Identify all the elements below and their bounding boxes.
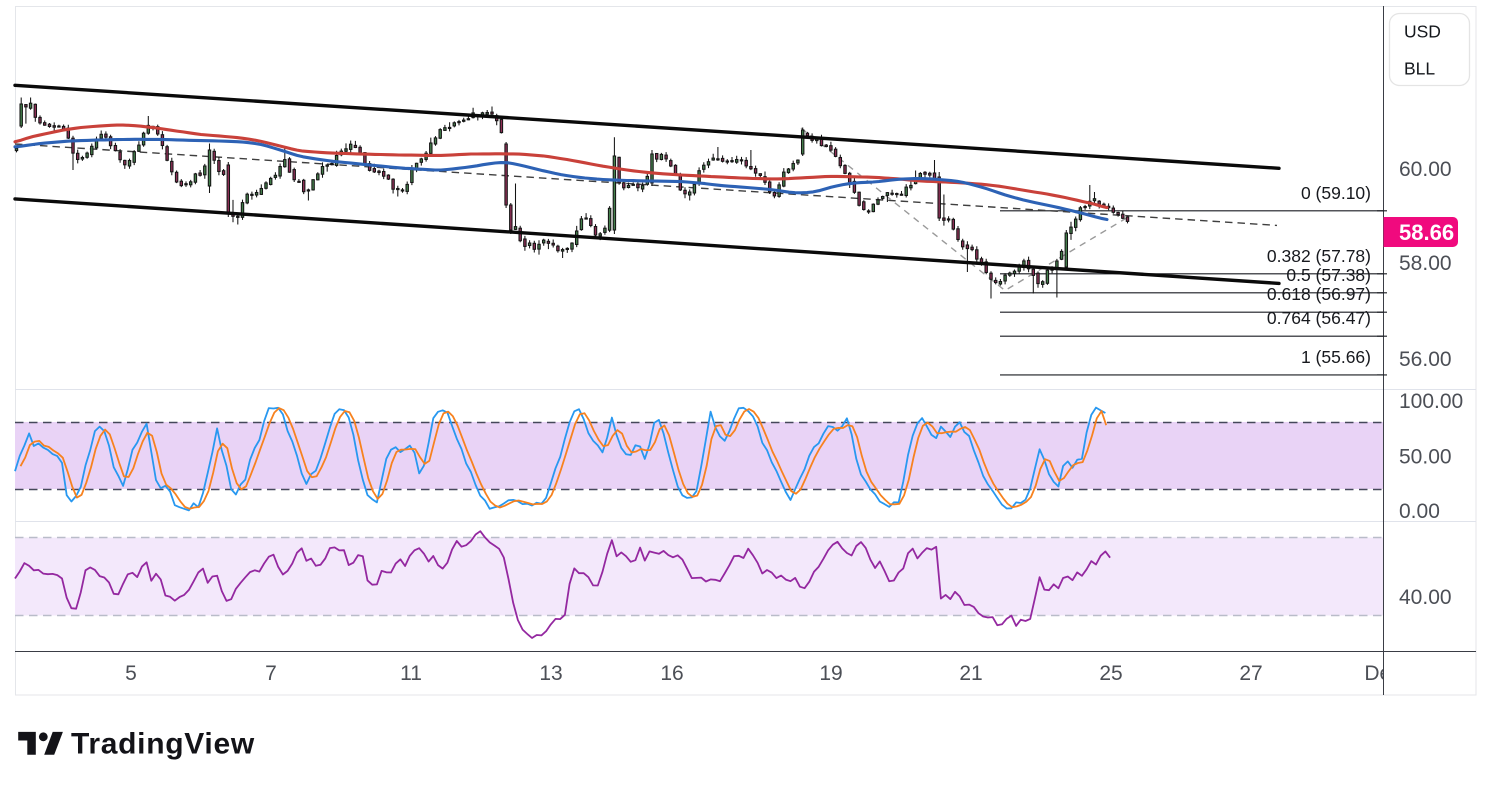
svg-text:25: 25 xyxy=(1099,662,1122,685)
svg-text:50.00: 50.00 xyxy=(1399,445,1452,468)
svg-text:21: 21 xyxy=(959,662,982,685)
svg-text:5: 5 xyxy=(125,662,137,685)
svg-text:0.00: 0.00 xyxy=(1399,500,1440,523)
svg-text:100.00: 100.00 xyxy=(1399,390,1463,413)
svg-text:16: 16 xyxy=(660,662,683,685)
svg-text:0.764 (56.47): 0.764 (56.47) xyxy=(1267,308,1371,328)
svg-text:TradingView: TradingView xyxy=(71,728,255,761)
svg-text:7: 7 xyxy=(265,662,277,685)
svg-text:0.382 (57.78): 0.382 (57.78) xyxy=(1267,246,1371,266)
svg-text:11: 11 xyxy=(400,662,422,685)
svg-text:0 (59.10): 0 (59.10) xyxy=(1301,183,1371,203)
svg-text:1 (55.66): 1 (55.66) xyxy=(1301,347,1371,367)
svg-text:56.00: 56.00 xyxy=(1399,348,1452,371)
svg-text:19: 19 xyxy=(819,662,842,685)
svg-text:27: 27 xyxy=(1239,662,1262,685)
svg-text:Dec: Dec xyxy=(1364,662,1401,685)
svg-text:USD: USD xyxy=(1404,22,1441,42)
svg-text:0.618 (56.97): 0.618 (56.97) xyxy=(1267,284,1371,304)
svg-text:40.00: 40.00 xyxy=(1399,586,1452,609)
svg-text:13: 13 xyxy=(539,662,562,685)
svg-text:60.00: 60.00 xyxy=(1399,158,1452,181)
svg-text:58.00: 58.00 xyxy=(1399,252,1452,275)
svg-text:0.5 (57.38): 0.5 (57.38) xyxy=(1286,265,1371,285)
svg-text:58.66: 58.66 xyxy=(1399,220,1454,245)
svg-text:BLL: BLL xyxy=(1404,59,1435,79)
